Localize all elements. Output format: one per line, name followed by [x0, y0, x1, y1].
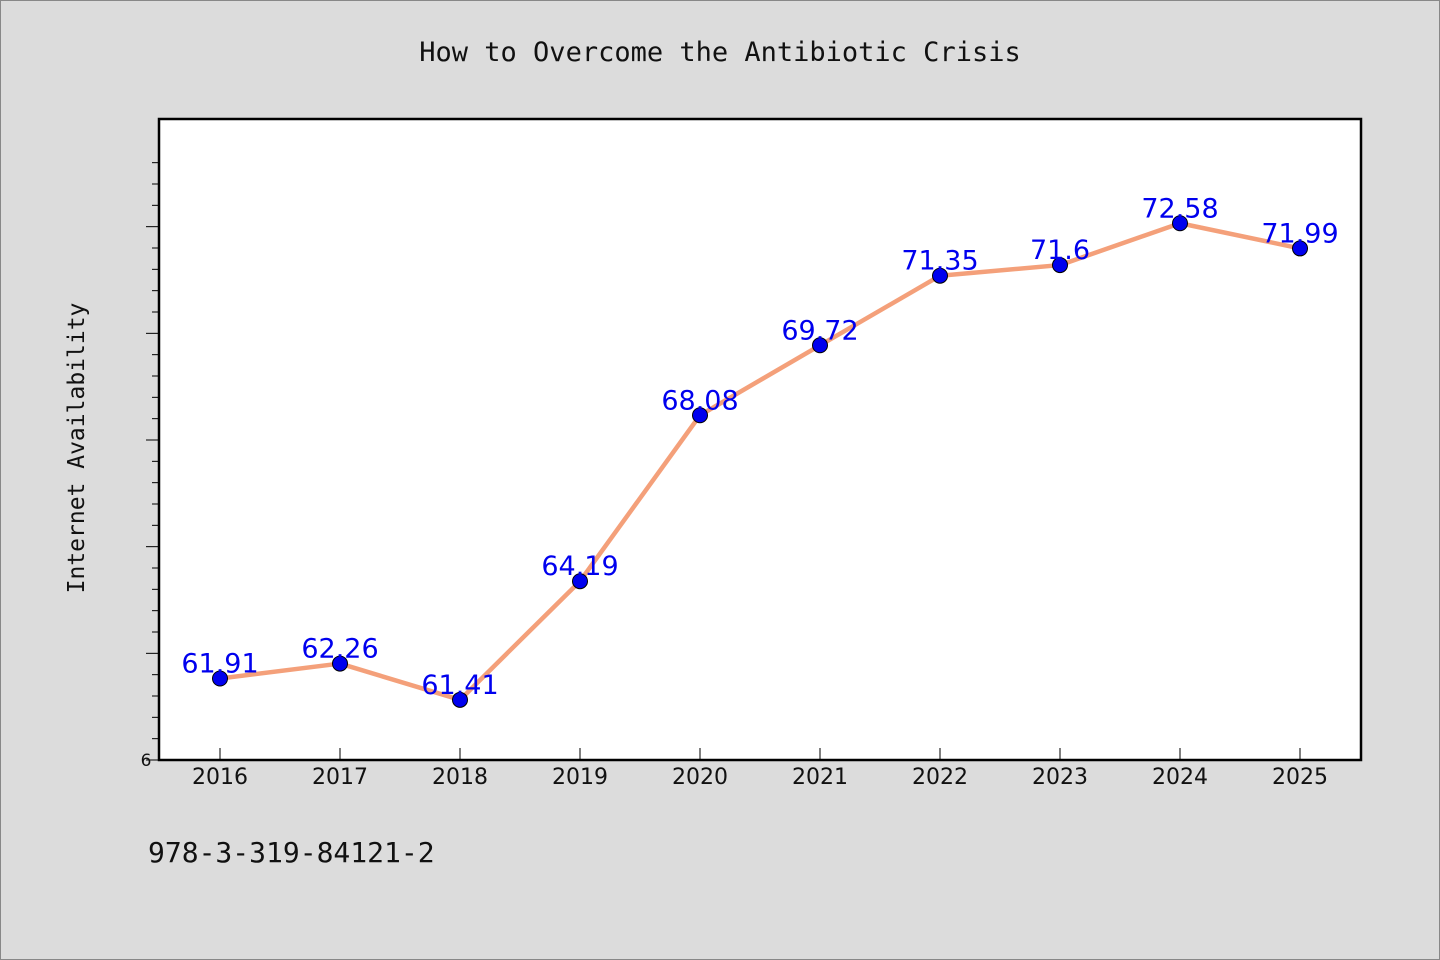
data-label: 68.08 — [661, 385, 738, 416]
y-axis-label: Internet Availability — [64, 303, 90, 594]
plot-area — [157, 117, 1363, 762]
data-label: 72.58 — [1141, 193, 1218, 224]
x-tick-label: 2025 — [1272, 765, 1328, 790]
chart-title: How to Overcome the Antibiotic Crisis — [419, 37, 1020, 68]
data-label: 62.26 — [301, 634, 378, 665]
data-point — [572, 573, 588, 590]
x-axis-ticks: 2016 2017 2018 2019 2020 2021 2022 2023 2024 2025 — [192, 748, 1328, 790]
data-point — [812, 337, 828, 354]
x-tick-label: 2018 — [432, 765, 488, 790]
series-line — [217, 221, 1303, 703]
data-point — [1052, 257, 1068, 274]
x-tick-label: 2016 — [192, 765, 248, 790]
data-point — [692, 407, 708, 424]
x-tick-label: 2021 — [792, 765, 848, 790]
x-tick-label: 2017 — [312, 765, 368, 790]
series-markers — [212, 215, 1308, 708]
data-point — [332, 655, 348, 672]
x-tick-label: 2023 — [1032, 765, 1088, 790]
data-label: 61.91 — [181, 649, 258, 680]
data-label: 64.19 — [541, 551, 618, 582]
data-label: 69.72 — [781, 315, 858, 346]
data-label: 71.99 — [1261, 218, 1338, 249]
y-tick-label: 6 — [141, 751, 152, 771]
y-axis-ticks — [146, 162, 160, 761]
data-point — [452, 691, 468, 708]
data-point — [212, 670, 228, 687]
footer-text: 978-3-319-84121-2 — [148, 836, 435, 869]
x-tick-label: 2020 — [672, 765, 728, 790]
data-label: 61.41 — [421, 670, 498, 701]
data-point — [1292, 240, 1308, 257]
data-point — [932, 267, 948, 284]
x-tick-label: 2019 — [552, 765, 608, 790]
data-label: 71.35 — [901, 246, 978, 277]
x-tick-label: 2022 — [912, 765, 968, 790]
data-label: 71.6 — [1030, 235, 1090, 266]
x-tick-label: 2024 — [1152, 765, 1208, 790]
data-point — [1172, 215, 1188, 232]
data-labels: 61.91 62.26 61.41 64.19 68.08 69.72 71.35 71.6 7… — [181, 193, 1338, 701]
